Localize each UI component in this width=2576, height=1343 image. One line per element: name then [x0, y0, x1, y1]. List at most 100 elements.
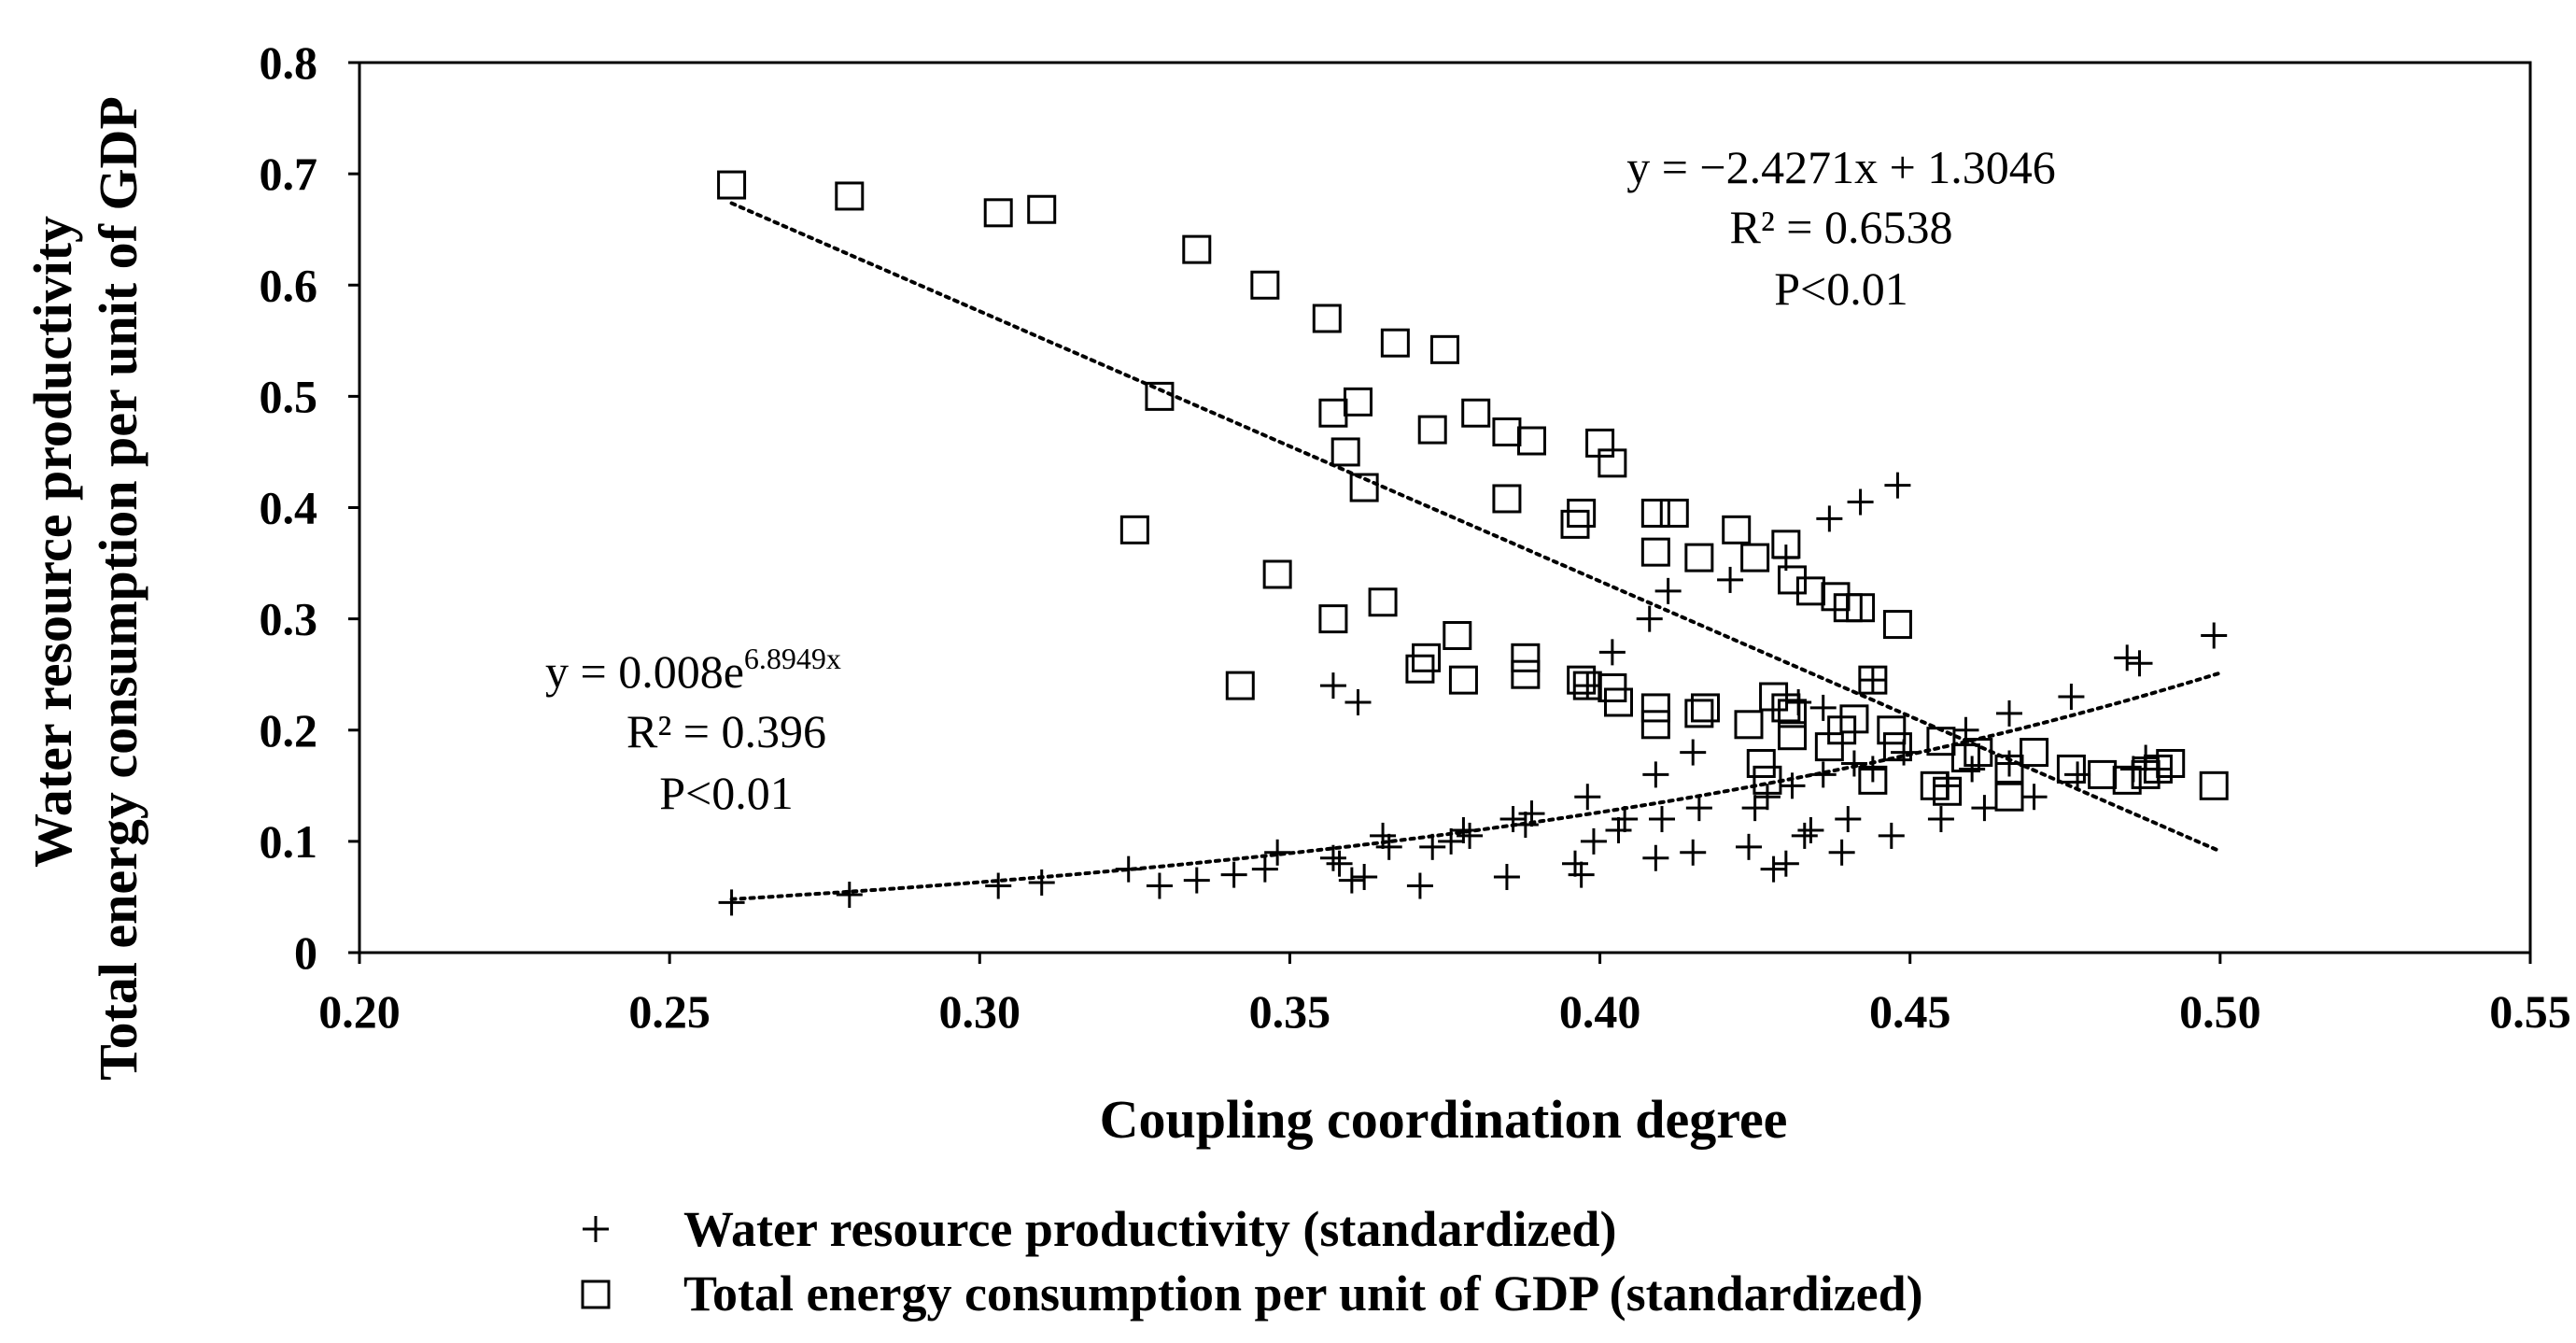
energy-consumption-point: [1604, 687, 1633, 717]
energy-consumption-point: [1640, 710, 1670, 740]
energy-consumption-point: [717, 170, 747, 200]
energy-consumption-point: [1262, 559, 1292, 589]
energy-consumption-point: [2088, 759, 2118, 789]
energy-consumption-point: [1417, 415, 1447, 445]
water-productivity-point: [836, 882, 863, 909]
water-productivity-point: [1344, 688, 1372, 715]
water-productivity-point: [1680, 839, 1707, 866]
energy-consumption-point: [1567, 498, 1597, 528]
energy-consumption-point: [1318, 398, 1348, 428]
water-productivity-point: [1562, 850, 1588, 877]
water-productivity-point: [1598, 639, 1626, 666]
water-productivity-point: [1809, 694, 1837, 721]
energy-consumption-point: [1430, 334, 1459, 364]
energy-consumption-point: [1778, 721, 1807, 751]
water-productivity-point: [1741, 795, 1768, 822]
legend-label-water: Water resource productivity (standardize…: [683, 1201, 1616, 1257]
energy-consumption-point: [1412, 643, 1442, 672]
x-axis-ticks: 0.20 0.25 0.30 0.35 0.40 0.45 0.50 0.55: [318, 953, 2571, 1038]
water-productivity-point: [1438, 827, 1465, 855]
water-productivity-point: [1183, 867, 1210, 894]
energy-consumption-point: [1511, 659, 1541, 689]
energy-consumption-point: [2020, 738, 2049, 768]
energy-consumption-point: [1027, 194, 1057, 224]
energy-consumption-point: [1405, 654, 1435, 684]
water-productivity-point: [1717, 566, 1744, 593]
energy-consumption-point: [1443, 620, 1472, 650]
water-productivity-point: [1649, 806, 1675, 833]
energy-consumption-point: [2056, 754, 2086, 784]
energy-consumption-point: [1567, 665, 1597, 695]
energy-consumption-point: [1492, 417, 1522, 446]
energy-consumption-point: [1492, 484, 1522, 514]
water-productivity-point: [1028, 869, 1055, 896]
energy-consumption-point: [1461, 398, 1491, 428]
water-productivity-point: [1338, 867, 1365, 894]
water-productivity-point: [1791, 822, 1818, 849]
energy-consumption-point: [1344, 387, 1372, 417]
energy-consumption-point: [1933, 776, 1963, 806]
exp-r-squared: R² = 0.396: [626, 705, 826, 757]
energy-consumption-point: [1511, 643, 1541, 672]
energy-consumption-point: [1771, 693, 1801, 723]
energy-consumption-point: [1771, 530, 1801, 559]
energy-consumption-point: [1839, 704, 1869, 734]
energy-consumption-point: [1119, 515, 1149, 544]
energy-consumption-point: [1684, 699, 1714, 728]
water-productivity-point: [1605, 816, 1632, 843]
water-productivity-point: [1450, 816, 1477, 843]
water-productivity-point: [1319, 844, 1346, 871]
water-productivity-point: [2114, 644, 2141, 672]
x-tick-label: 0.45: [1869, 985, 1951, 1038]
x-tick-label: 0.25: [628, 985, 711, 1038]
exp-p-value: P<0.01: [659, 767, 794, 819]
energy-consumption-point: [1722, 515, 1752, 544]
water-productivity-point: [2058, 684, 2085, 711]
energy-consumption-point: [1380, 328, 1410, 358]
water-productivity-point: [1878, 822, 1905, 849]
lin-equation: y = −2.4271x + 1.3046: [1626, 141, 2056, 193]
water-productivity-point: [1574, 672, 1601, 700]
water-productivity-point: [1680, 739, 1707, 766]
energy-consumption-point: [1560, 509, 1590, 539]
water-productivity-point: [1370, 822, 1397, 849]
water-productivity-point: [1220, 861, 1247, 888]
water-productivity-point: [2201, 622, 2228, 649]
water-productivity-point: [1574, 784, 1601, 811]
water-productivity-point: [1326, 850, 1353, 877]
energy-consumption-point: [1926, 727, 1956, 756]
exp-equation-base: y = 0.008e: [545, 645, 744, 698]
x-tick-label: 0.35: [1249, 985, 1331, 1038]
water-productivity-point: [1927, 806, 1954, 833]
exp-equation: y = 0.008e6.8949x: [545, 642, 841, 698]
water-productivity-point: [1828, 839, 1855, 866]
water-productivity-point: [1959, 756, 1986, 783]
water-productivity-point: [1499, 806, 1527, 833]
energy-consumption-point: [1858, 665, 1888, 695]
x-tick-label: 0.55: [2489, 985, 2571, 1038]
water-productivity-point: [1736, 833, 1762, 860]
energy-consumption-point: [1740, 543, 1770, 573]
energy-consumption-point: [1734, 710, 1764, 740]
energy-consumption-point: [1882, 732, 1912, 762]
energy-consumption-point: [1312, 304, 1342, 333]
energy-consumption-point: [1349, 473, 1379, 502]
water-productivity-point: [1518, 800, 1545, 827]
y-axis-title-line1: Water resource productivity: [22, 216, 83, 868]
y-tick-label: 0.8: [260, 36, 318, 89]
water-productivity-point: [1971, 795, 1998, 822]
energy-consumption-point: [1877, 715, 1907, 745]
x-tick-label: 0.20: [318, 985, 401, 1038]
water-productivity-point: [1835, 806, 1862, 833]
energy-consumption-point: [1318, 604, 1348, 634]
y-tick-label: 0: [294, 926, 317, 979]
water-productivity-point: [1115, 855, 1142, 883]
water-productivity-point: [1146, 872, 1173, 899]
y-tick-label: 0.7: [260, 148, 318, 200]
water-productivity-point: [1642, 761, 1669, 788]
water-productivity-point: [1419, 833, 1446, 860]
water-productivity-point: [1859, 756, 1886, 783]
water-productivity-point: [1797, 816, 1824, 843]
energy-consumption-point: [1448, 665, 1478, 695]
y-tick-label: 0.5: [260, 370, 318, 422]
